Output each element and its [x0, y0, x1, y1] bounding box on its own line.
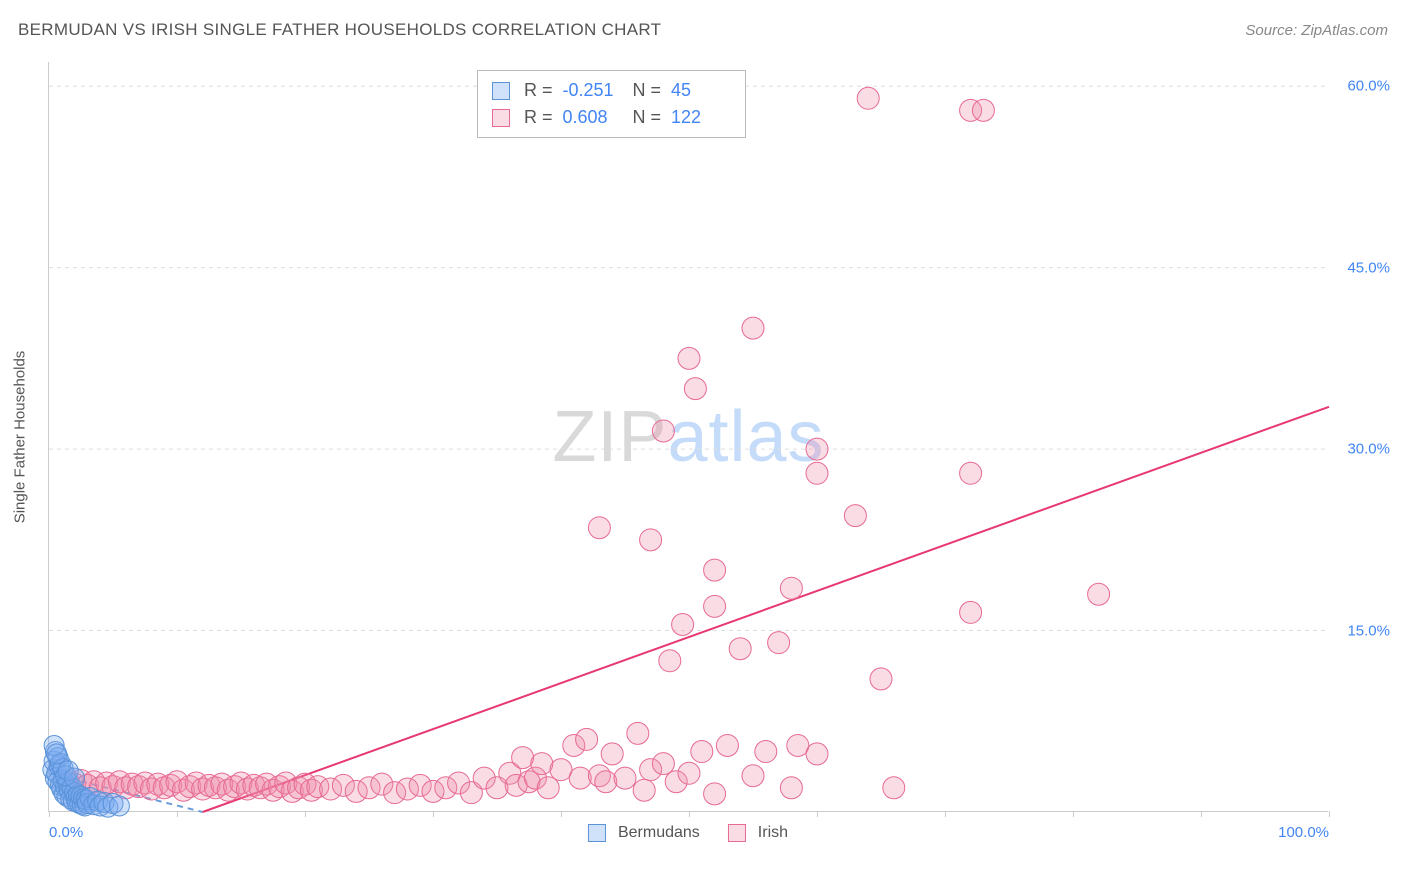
- data-point-irish: [595, 771, 617, 793]
- data-point-irish: [678, 762, 700, 784]
- x-tick-mark: [433, 811, 434, 817]
- data-point-irish: [742, 317, 764, 339]
- data-point-irish: [787, 734, 809, 756]
- data-point-irish: [716, 734, 738, 756]
- y-tick-label: 15.0%: [1347, 622, 1390, 639]
- data-point-irish: [742, 765, 764, 787]
- data-point-irish: [806, 743, 828, 765]
- data-point-irish: [576, 728, 598, 750]
- x-tick-mark: [817, 811, 818, 817]
- data-point-irish: [729, 638, 751, 660]
- x-tick-label: 0.0%: [49, 824, 83, 841]
- data-point-irish: [652, 753, 674, 775]
- data-point-irish: [531, 753, 553, 775]
- data-point-irish: [672, 614, 694, 636]
- data-point-bermudans: [109, 796, 129, 816]
- x-tick-mark: [689, 811, 690, 817]
- data-point-irish: [780, 577, 802, 599]
- data-point-irish: [1088, 583, 1110, 605]
- data-point-irish: [960, 462, 982, 484]
- x-tick-mark: [49, 811, 50, 817]
- legend-label-bermudans: Bermudans: [618, 824, 700, 842]
- swatch-bermudans: [492, 82, 510, 100]
- swatch-irish: [492, 109, 510, 127]
- legend-item-bermudans: Bermudans: [588, 824, 700, 842]
- x-tick-mark: [945, 811, 946, 817]
- data-point-irish: [806, 462, 828, 484]
- n-label: N =: [633, 77, 662, 104]
- data-point-irish: [627, 722, 649, 744]
- plot-region: ZIPatlas R = -0.251 N = 45 R = 0.608 N =: [48, 62, 1328, 812]
- legend-item-irish: Irish: [728, 824, 788, 842]
- y-tick-label: 60.0%: [1347, 78, 1390, 95]
- y-tick-label: 30.0%: [1347, 441, 1390, 458]
- source-label: Source:: [1245, 22, 1301, 39]
- r-label: R =: [524, 104, 553, 131]
- data-point-irish: [601, 743, 623, 765]
- data-point-irish: [684, 378, 706, 400]
- legend-swatch-bermudans: [588, 824, 606, 842]
- data-point-irish: [870, 668, 892, 690]
- data-point-irish: [883, 777, 905, 799]
- data-point-irish: [633, 779, 655, 801]
- x-tick-mark: [177, 811, 178, 817]
- data-point-bermudans: [47, 744, 67, 764]
- n-label: N =: [633, 104, 662, 131]
- r-label: R =: [524, 77, 553, 104]
- data-point-irish: [640, 529, 662, 551]
- x-tick-label: 100.0%: [1278, 824, 1329, 841]
- data-point-irish: [512, 747, 534, 769]
- chart-header: BERMUDAN VS IRISH SINGLE FATHER HOUSEHOL…: [18, 20, 1388, 40]
- x-tick-mark: [305, 811, 306, 817]
- data-point-irish: [780, 777, 802, 799]
- r-value-irish: 0.608: [563, 104, 623, 131]
- chart-title: BERMUDAN VS IRISH SINGLE FATHER HOUSEHOL…: [18, 20, 661, 40]
- data-point-irish: [569, 767, 591, 789]
- x-tick-mark: [561, 811, 562, 817]
- data-point-irish: [844, 505, 866, 527]
- r-value-bermudans: -0.251: [563, 77, 623, 104]
- data-point-irish: [588, 517, 610, 539]
- data-point-irish: [704, 559, 726, 581]
- n-value-bermudans: 45: [671, 77, 731, 104]
- source-attribution: Source: ZipAtlas.com: [1245, 22, 1388, 39]
- data-point-irish: [704, 595, 726, 617]
- x-tick-mark: [1201, 811, 1202, 817]
- legend-swatch-irish: [728, 824, 746, 842]
- data-point-irish: [755, 741, 777, 763]
- data-point-irish: [768, 632, 790, 654]
- legend: Bermudans Irish: [588, 824, 788, 842]
- legend-label-irish: Irish: [758, 824, 788, 842]
- data-point-bermudans: [65, 768, 85, 788]
- source-value: ZipAtlas.com: [1301, 22, 1388, 39]
- data-point-irish: [960, 601, 982, 623]
- y-tick-label: 45.0%: [1347, 259, 1390, 276]
- n-value-irish: 122: [671, 104, 731, 131]
- x-tick-mark: [1073, 811, 1074, 817]
- chart-area: Single Father Households ZIPatlas R = -0…: [48, 62, 1328, 812]
- data-point-irish: [652, 420, 674, 442]
- data-point-irish: [704, 783, 726, 805]
- data-point-irish: [972, 99, 994, 121]
- data-point-irish: [550, 759, 572, 781]
- data-point-irish: [659, 650, 681, 672]
- correlation-stats-box: R = -0.251 N = 45 R = 0.608 N = 122: [477, 70, 746, 138]
- data-point-irish: [614, 767, 636, 789]
- data-point-irish: [678, 347, 700, 369]
- x-tick-mark: [1329, 811, 1330, 817]
- data-point-irish: [857, 87, 879, 109]
- data-point-irish: [691, 741, 713, 763]
- stats-row-bermudans: R = -0.251 N = 45: [492, 77, 731, 104]
- plot-svg: [49, 62, 1328, 811]
- y-axis-label: Single Father Households: [12, 351, 29, 524]
- data-point-irish: [806, 438, 828, 460]
- stats-row-irish: R = 0.608 N = 122: [492, 104, 731, 131]
- data-point-irish: [537, 777, 559, 799]
